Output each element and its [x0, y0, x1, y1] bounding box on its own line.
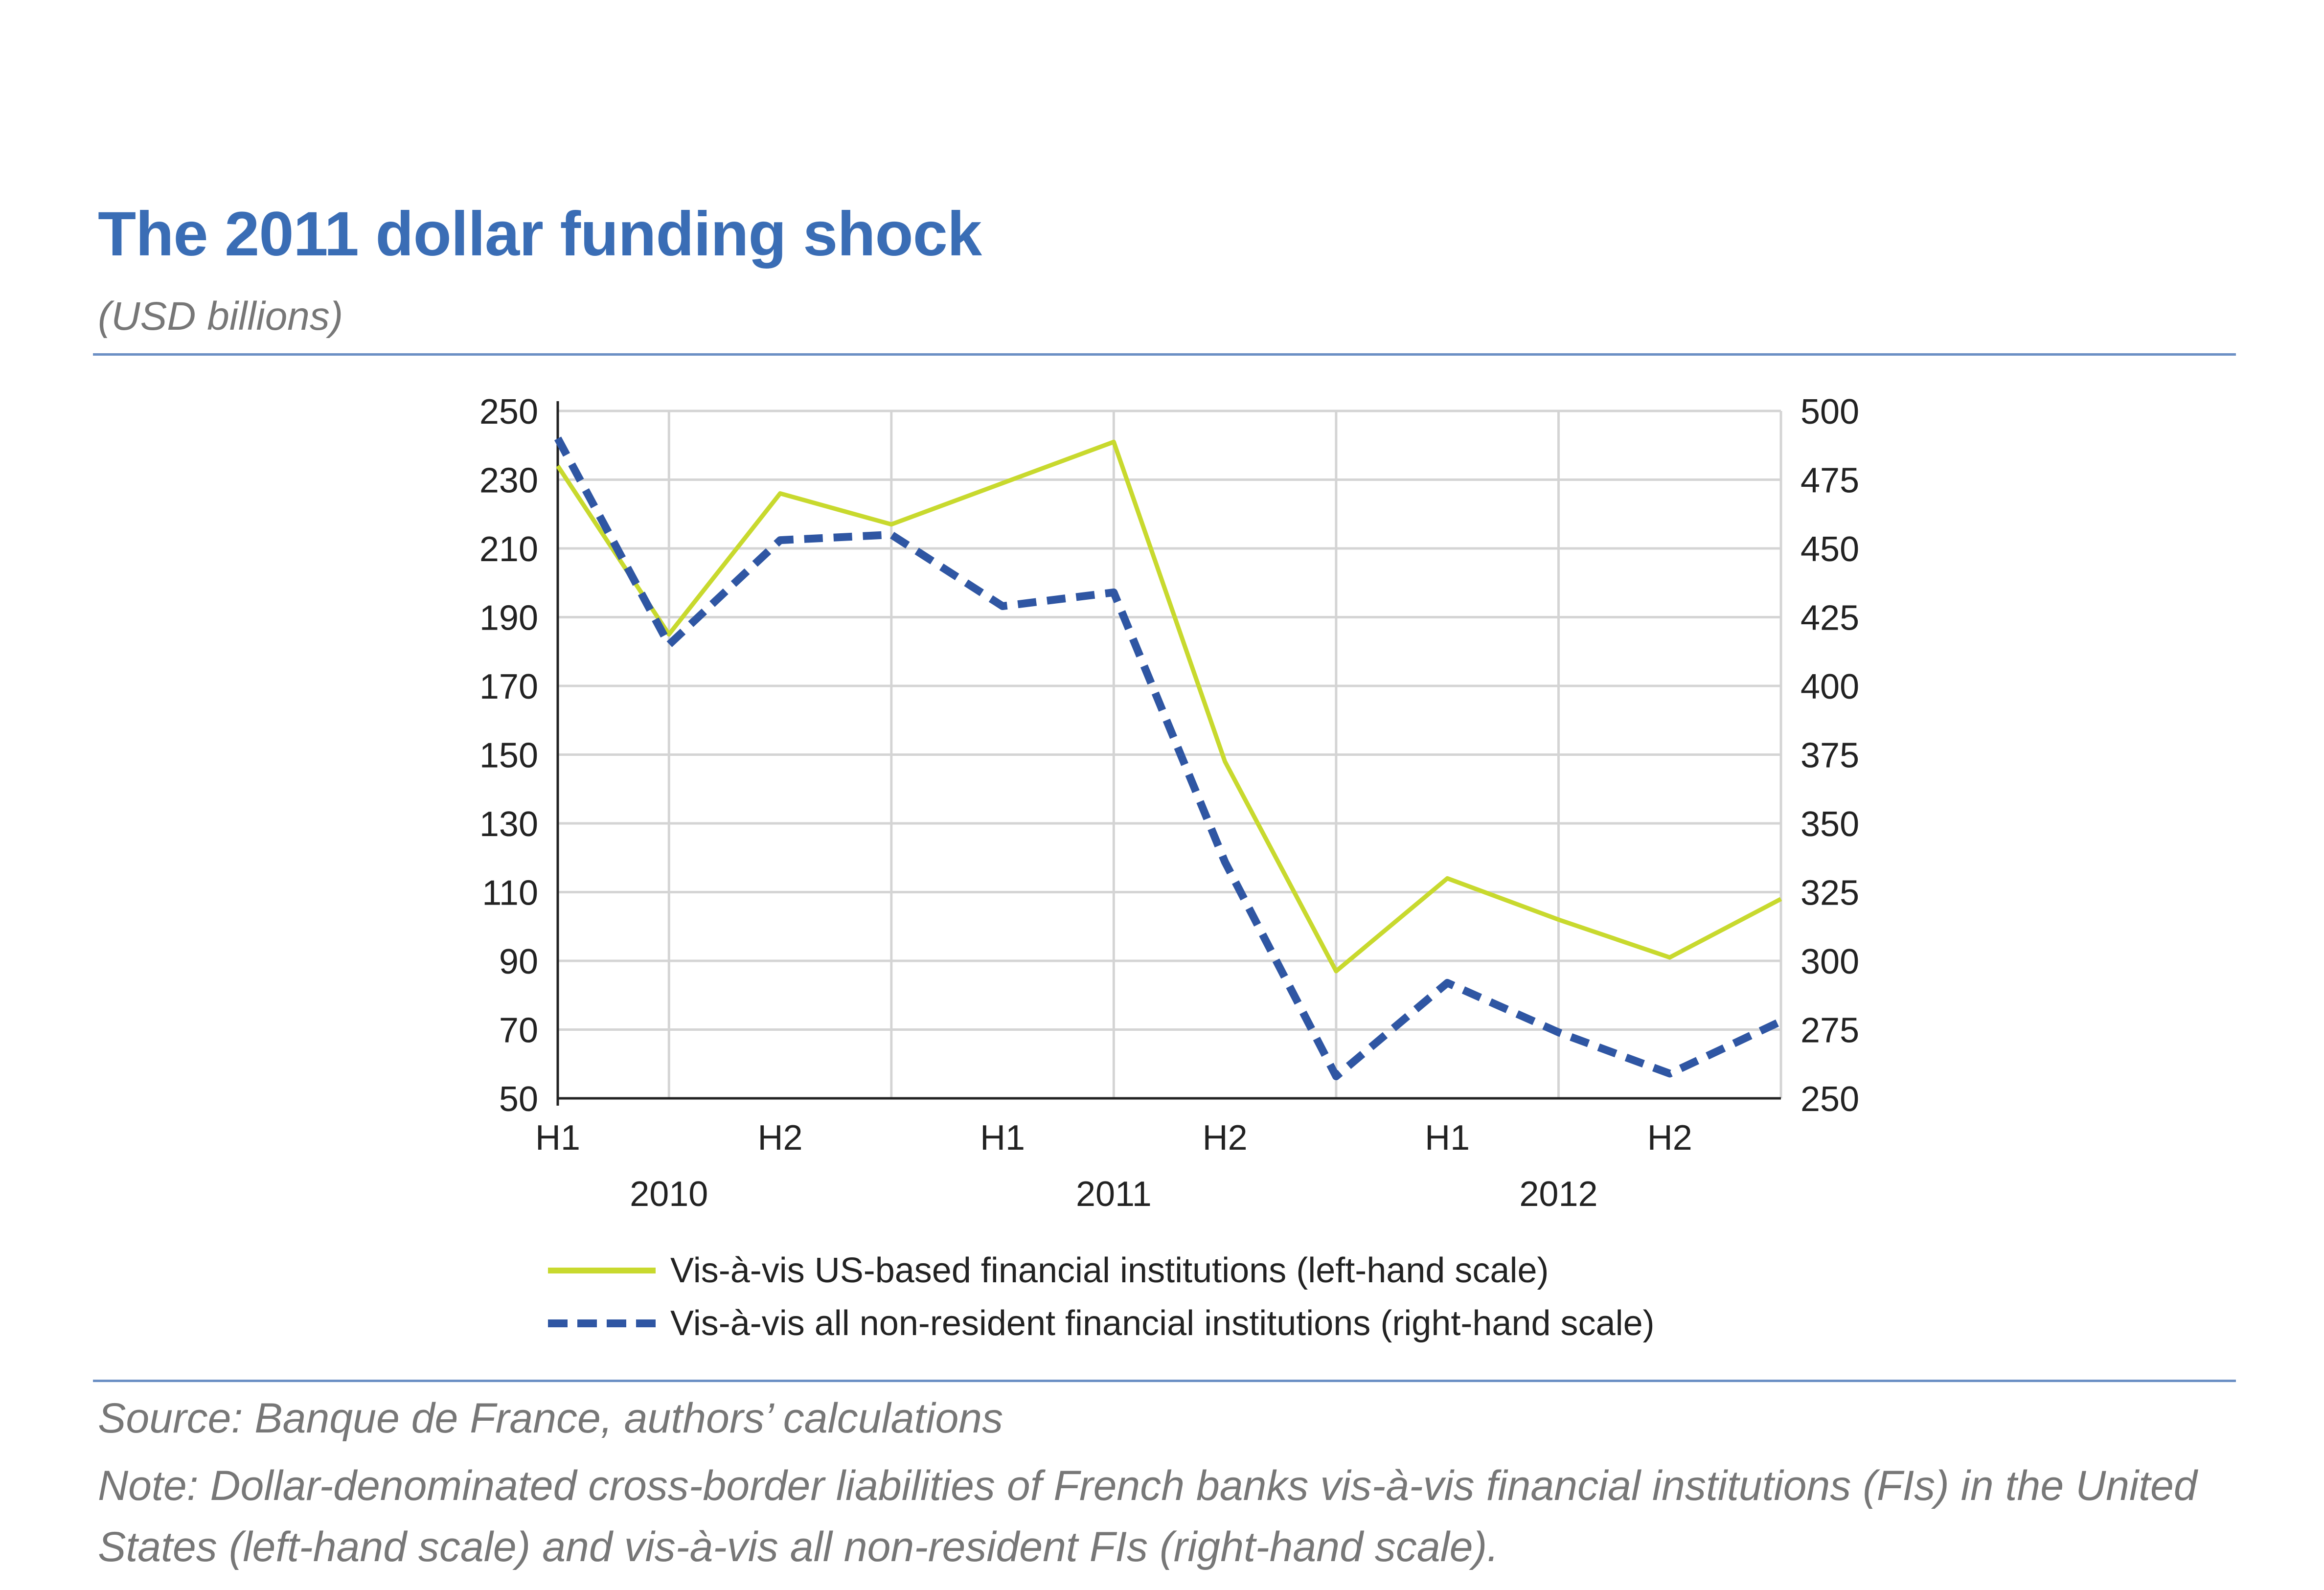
y-left-tick-label: 170 [479, 667, 538, 706]
y-left-tick-label: 210 [479, 530, 538, 569]
y-right-tick-label: 350 [1800, 805, 1859, 844]
footer-source: Source: Banque de France, authors’ calcu… [98, 1395, 1003, 1442]
legend-item-nonresident: Vis-à-vis all non-resident financial ins… [548, 1303, 1655, 1343]
y-right-tick-label: 475 [1800, 461, 1859, 500]
page-title: The 2011 dollar funding shock [98, 199, 982, 269]
y-right-tick-label: 425 [1800, 599, 1859, 638]
footer-note: Note: Dollar-denominated cross-border li… [98, 1462, 2197, 1570]
x-year-label: 2011 [1076, 1175, 1152, 1214]
y-right-tick-label: 375 [1800, 736, 1859, 775]
y-left-tick-label: 190 [479, 599, 538, 638]
y-left-tick-label: 110 [482, 874, 538, 913]
y-right-tick-label: 400 [1800, 667, 1859, 706]
page-subtitle: (USD billions) [98, 294, 343, 339]
y-right-tick-label: 500 [1800, 392, 1859, 432]
x-tick-label: H1 [980, 1118, 1025, 1158]
y-right-tick-label: 275 [1800, 1011, 1859, 1050]
y-right-tick-label: 325 [1800, 874, 1859, 913]
legend-label-us: Vis-à-vis US-based financial institution… [670, 1251, 1549, 1290]
y-left-tick-label: 150 [479, 736, 538, 775]
x-tick-label: H2 [1647, 1118, 1692, 1158]
legend-label-nonresident: Vis-à-vis all non-resident financial ins… [670, 1304, 1655, 1343]
y-left-tick-label: 130 [479, 805, 538, 844]
y-left-tick-label: 50 [499, 1080, 538, 1119]
y-left-tick-label: 90 [499, 942, 538, 981]
legend-swatch-dashed [548, 1319, 656, 1327]
x-year-label: 2012 [1519, 1175, 1597, 1214]
line-chart: 50 250 70 275 90 300 110 325 130 350 150 375 170 400 1… [479, 392, 1859, 1214]
top-divider [93, 353, 2236, 356]
x-tick-label: H2 [1203, 1118, 1248, 1158]
legend-swatch-solid [548, 1268, 656, 1273]
y-right-tick-label: 300 [1800, 942, 1859, 981]
x-tick-label: H1 [535, 1118, 580, 1158]
series-line-us [556, 439, 1782, 974]
x-tick-label: H1 [1425, 1118, 1470, 1158]
bottom-divider [93, 1380, 2236, 1382]
y-right-tick-label: 250 [1800, 1080, 1859, 1119]
y-right-tick-label: 450 [1800, 530, 1859, 569]
legend-item-us: Vis-à-vis US-based financial institution… [548, 1250, 1549, 1291]
y-left-tick-label: 250 [479, 392, 538, 432]
y-left-tick-label: 230 [479, 461, 538, 500]
y-left-tick-label: 70 [499, 1011, 538, 1050]
x-year-label: 2010 [630, 1175, 708, 1214]
series-line-nonresident [554, 436, 1783, 1081]
x-tick-label: H2 [758, 1118, 803, 1158]
